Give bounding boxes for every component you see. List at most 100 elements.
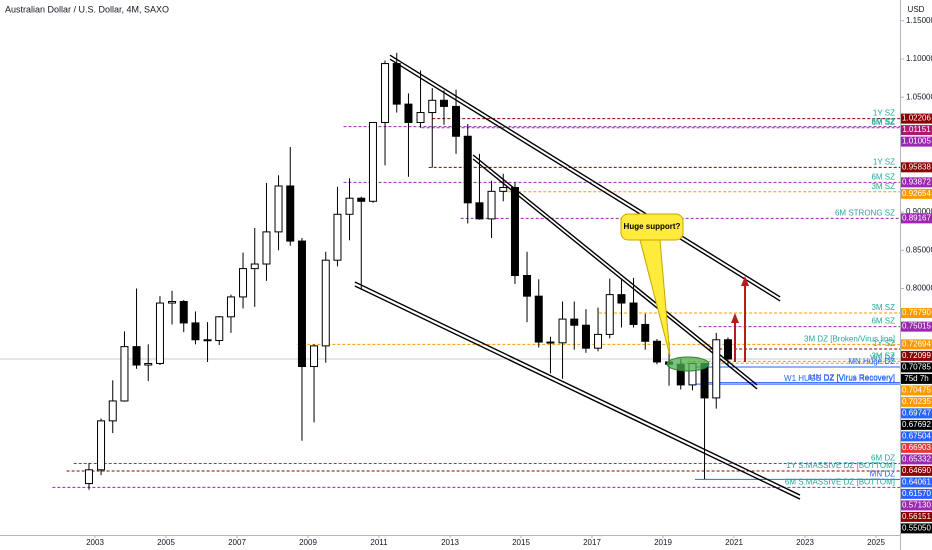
price-label-box xyxy=(901,188,932,199)
x-tick-label: 2025 xyxy=(867,538,885,547)
price-label: 0.72694 xyxy=(902,340,931,349)
price-label: 0.69747 xyxy=(902,409,931,418)
x-tick-label: 2021 xyxy=(725,538,743,547)
zone-label: MN DZ xyxy=(870,469,895,478)
candle-body xyxy=(97,420,106,471)
x-tick-label: 2003 xyxy=(86,538,104,547)
candle-body xyxy=(108,400,117,422)
candle-body xyxy=(262,231,271,265)
candle-body xyxy=(132,346,141,366)
candle-body xyxy=(546,341,555,344)
price-label-box xyxy=(901,408,932,419)
trendline xyxy=(472,154,758,386)
candle-body xyxy=(274,185,283,233)
candle-body xyxy=(510,187,519,276)
candle-body xyxy=(297,240,306,368)
price-label-box xyxy=(901,385,932,396)
zone-label: 3M SZ xyxy=(871,351,895,360)
candle-body xyxy=(333,213,342,261)
candle-body xyxy=(712,339,721,399)
price-label-box xyxy=(901,177,932,188)
price-label: 0.64061 xyxy=(902,478,931,487)
candle-body xyxy=(475,202,484,220)
candle-body xyxy=(179,301,188,324)
price-label: 1.02206 xyxy=(902,114,931,123)
arrow-head xyxy=(731,313,739,323)
price-label-box xyxy=(901,477,932,488)
zone-label: 6M S.MASSIVE DZ [BOTTOM] xyxy=(785,478,895,487)
candle-body xyxy=(226,296,235,318)
candle-body xyxy=(594,333,603,349)
overlays: Huge support? xyxy=(620,213,749,372)
trendline xyxy=(472,158,758,390)
candle-body xyxy=(641,323,650,342)
zone-label: 6M STRONG SZ xyxy=(835,208,895,217)
price-label-box xyxy=(901,321,932,332)
candle-body xyxy=(392,63,401,105)
zone-label: MN Huge DZ xyxy=(848,357,895,366)
trendline xyxy=(354,285,801,500)
price-label: 0.57130 xyxy=(902,501,931,510)
price-label: 0.92654 xyxy=(902,189,931,198)
x-tick-label: 2011 xyxy=(370,538,388,547)
candle-body xyxy=(581,324,590,349)
callout-box xyxy=(620,213,684,241)
arrow-head xyxy=(741,276,749,286)
price-label: 0.70785 xyxy=(902,363,931,372)
zone-label: 6M SZ xyxy=(871,118,895,127)
price-label: 1.01151 xyxy=(902,125,931,134)
candle-body xyxy=(84,469,93,485)
trendline xyxy=(354,281,801,496)
zone-label: W1 DZ xyxy=(870,353,895,362)
price-label: 0.70475 xyxy=(902,386,931,395)
zone-label: 6M SZ xyxy=(871,117,895,126)
zone-label: 3M SZ xyxy=(871,303,895,312)
price-label: 0.64690 xyxy=(902,466,931,475)
price-label-box xyxy=(901,454,932,465)
candle-body xyxy=(203,339,212,342)
candle-body xyxy=(652,340,661,363)
x-tick-label: 2023 xyxy=(796,538,814,547)
price-label: 0.55050 xyxy=(902,524,931,533)
candle-body xyxy=(144,362,153,366)
price-label: 1.01005 xyxy=(902,137,931,146)
x-tick-label: 2005 xyxy=(157,538,175,547)
price-label-box xyxy=(901,125,932,136)
price-label-box xyxy=(901,523,932,534)
zone-label: 1Y S.MASSIVE DZ [BOTTOM] xyxy=(786,461,895,470)
zone-label: 3M SZ xyxy=(871,182,895,191)
price-label: 0.95838 xyxy=(902,162,931,171)
y-tick-label: 1.15000 xyxy=(906,16,932,25)
candle-body xyxy=(321,259,330,347)
x-tick-label: 2017 xyxy=(583,538,601,547)
price-label-box xyxy=(901,339,932,350)
price-label-box xyxy=(901,431,932,442)
y-axis-label: USD xyxy=(908,5,925,14)
candle-body xyxy=(215,316,224,342)
zone-label: 1Y SZ xyxy=(873,157,895,166)
candle-body xyxy=(239,268,248,298)
candle-body xyxy=(191,322,200,341)
price-label: 0.66903 xyxy=(902,443,931,452)
price-label: 75d 7h xyxy=(904,374,928,383)
price-label-box xyxy=(901,511,932,522)
x-tick-label: 2015 xyxy=(512,538,530,547)
price-label-box xyxy=(901,500,932,511)
zone-label: 1Y SZ xyxy=(873,109,895,118)
candle-body xyxy=(499,187,508,192)
price-label-box xyxy=(901,396,932,407)
candle-body xyxy=(345,197,354,215)
price-label: 0.89167 xyxy=(902,213,931,222)
price-label-box xyxy=(901,373,932,384)
candle-body xyxy=(452,105,461,137)
price-label: 0.72099 xyxy=(902,351,931,360)
price-label: 0.67692 xyxy=(902,420,931,429)
candle-body xyxy=(629,302,638,325)
support-ellipse xyxy=(666,356,710,372)
candle-body xyxy=(428,99,437,114)
candle-body xyxy=(155,302,164,364)
price-label-box xyxy=(901,213,932,224)
